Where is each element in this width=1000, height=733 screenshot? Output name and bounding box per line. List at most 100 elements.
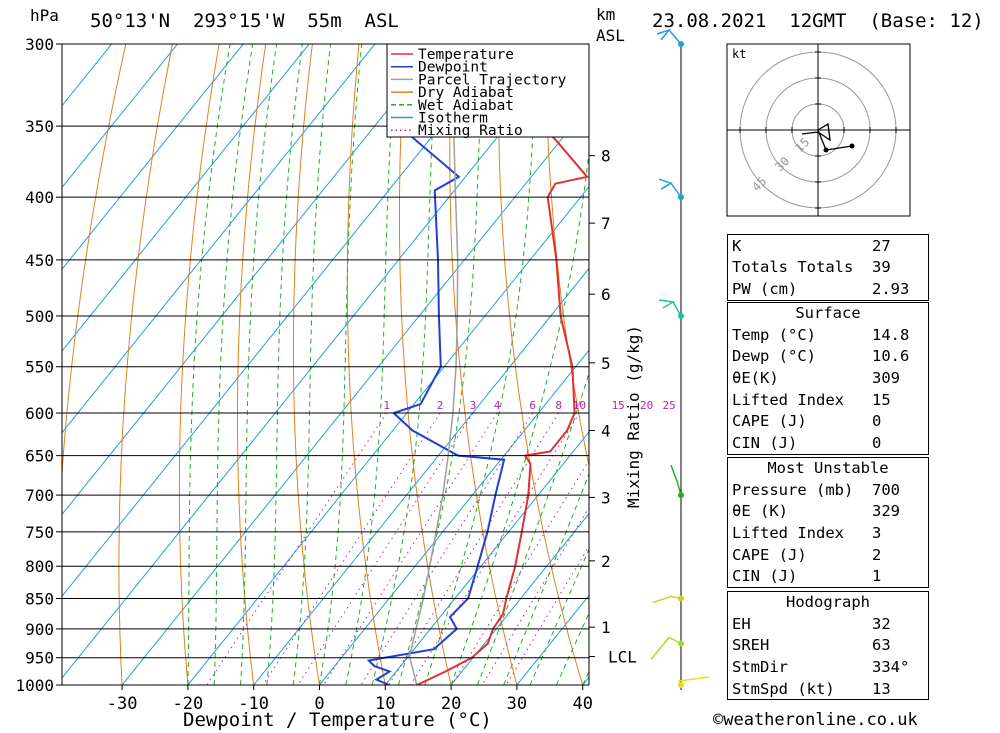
- km-tick-label: 7: [601, 214, 611, 233]
- isotherm-line: [62, 44, 310, 352]
- wet-adiabat-line: [345, 44, 398, 685]
- dry-adiabat-line: [919, 44, 1000, 685]
- wet-adiabat-line: [503, 472, 589, 685]
- pressure-tick-label: 850: [25, 589, 54, 608]
- row-value: 14.8: [872, 325, 910, 344]
- row-label: EH: [732, 614, 751, 633]
- km-tick-label: 2: [601, 552, 611, 571]
- row-value: 27: [872, 236, 891, 255]
- row-value: 32: [872, 614, 891, 633]
- table-row: CIN (J) 1: [728, 565, 928, 587]
- row-value: 1: [872, 567, 882, 586]
- series-line-dewpoint: [366, 44, 506, 685]
- dry-adiabat-line: [237, 44, 267, 685]
- dry-adiabat-line: [966, 44, 1000, 685]
- dry-adiabat-line: [62, 44, 127, 480]
- table-row: Pressure (mb) 700: [728, 479, 928, 501]
- location-title: 50°13'N 293°15'W 55m ASL: [90, 10, 399, 32]
- temp-tick-label: -10: [238, 694, 269, 714]
- row-value: 309: [872, 368, 900, 387]
- wind-barb: [670, 464, 682, 496]
- mixing-ratio-label: 3: [470, 399, 477, 412]
- table-row: θE (K) 329: [728, 501, 928, 523]
- table-row: CAPE (J) 2: [728, 544, 928, 566]
- legend-entry: Mixing Ratio: [418, 123, 523, 139]
- row-label: PW (cm): [732, 279, 798, 298]
- table-row: K 27: [728, 235, 928, 257]
- pressure-tick-label: 950: [25, 649, 54, 668]
- hpa-unit-label: hPa: [30, 6, 59, 25]
- row-label: SREH: [732, 636, 770, 655]
- wet-adiabat-line: [319, 44, 363, 685]
- legend-entry: Dewpoint: [418, 60, 488, 76]
- legend-entry: Isotherm: [418, 111, 488, 127]
- most-unstable-table: Most Unstable Pressure (mb) 700 θE (K) 329 L…: [727, 457, 929, 588]
- wet-adiabat-line: [450, 147, 589, 685]
- wet-adiabat-line: [371, 44, 438, 685]
- row-label: StmSpd (kt): [732, 679, 835, 698]
- row-label: Lifted Index: [732, 523, 844, 542]
- km-tick-label: 5: [601, 354, 611, 373]
- row-label: θE (K): [732, 502, 788, 521]
- dry-adiabat-line: [449, 44, 518, 685]
- km-unit-label: km: [596, 5, 616, 24]
- isotherm-line: [384, 431, 589, 685]
- wind-barb: [650, 636, 682, 660]
- temp-tick-label: -30: [107, 694, 138, 714]
- row-label: Pressure (mb): [732, 480, 854, 499]
- table-row: StmDir 334°: [728, 656, 928, 678]
- row-value: 700: [872, 480, 900, 499]
- pressure-tick-label: 400: [25, 188, 54, 207]
- legend-entry: Parcel Trajectory: [418, 72, 567, 88]
- km-tick-label: 3: [601, 488, 611, 507]
- hodograph-point: [823, 147, 829, 153]
- row-label: Dewp (°C): [732, 347, 816, 366]
- km-tick-label: 8: [601, 147, 611, 166]
- hodograph-unit-label: kt: [732, 47, 746, 61]
- pressure-tick-label: 450: [25, 251, 54, 270]
- wet-adiabat-line: [187, 44, 231, 685]
- isotherm-line: [62, 44, 244, 271]
- km-tick-label: 1: [601, 618, 611, 637]
- mixing-ratio-line: [206, 412, 388, 685]
- surface-title: Surface: [795, 304, 861, 322]
- copyright-link[interactable]: ©weatheronline.co.uk: [713, 710, 918, 730]
- row-value: 3: [872, 523, 882, 542]
- mixing-ratio-label: 10: [573, 399, 586, 412]
- table-row: Lifted Index 15: [728, 389, 928, 411]
- most-unstable-title: Most Unstable: [767, 459, 889, 477]
- pressure-tick-label: 500: [25, 307, 54, 326]
- pressure-tick-label: 300: [25, 35, 54, 54]
- isotherm-line: [450, 512, 589, 685]
- pressure-tick-label: 750: [25, 523, 54, 542]
- temp-tick-label: 20: [441, 694, 461, 714]
- wind-barb: [658, 178, 682, 198]
- datetime-title: 23.08.2021 12GMT (Base: 12): [652, 10, 984, 32]
- row-value: 39: [872, 258, 891, 277]
- isotherm-line: [62, 44, 113, 107]
- mixing-ratio-label: 25: [663, 399, 676, 412]
- legend-entry: Dry Adiabat: [418, 85, 514, 101]
- table-row: Dewp (°C) 10.6: [728, 346, 928, 368]
- row-label: Totals Totals: [732, 258, 854, 277]
- mixing-ratio-line: [451, 459, 589, 685]
- row-label: CAPE (J): [732, 412, 807, 431]
- table-row: θE(K) 309: [728, 367, 928, 389]
- temp-tick-label: -20: [173, 694, 204, 714]
- mixing-ratio-label: 1: [383, 399, 390, 412]
- hodograph-table: Hodograph EH 32 SREH 63 StmDir 334° StmSpd (kt…: [727, 591, 929, 701]
- legend-entry: Temperature: [418, 47, 514, 63]
- row-label: θE(K): [732, 368, 779, 387]
- table-row: SREH 63: [728, 635, 928, 657]
- row-value: 15: [872, 390, 891, 409]
- mixing-ratio-axis-label: Mixing Ratio (g/kg): [624, 324, 643, 508]
- row-value: 334°: [872, 657, 910, 676]
- table-row: CAPE (J) 0: [728, 410, 928, 432]
- wet-adiabat-line: [240, 44, 278, 685]
- temp-tick-label: 30: [507, 694, 527, 714]
- pressure-tick-label: 700: [25, 486, 54, 505]
- mixing-ratio-label: 20: [640, 399, 653, 412]
- table-row: CIN (J) 0: [728, 432, 928, 454]
- row-value: 13: [872, 679, 891, 698]
- row-label: K: [732, 236, 742, 255]
